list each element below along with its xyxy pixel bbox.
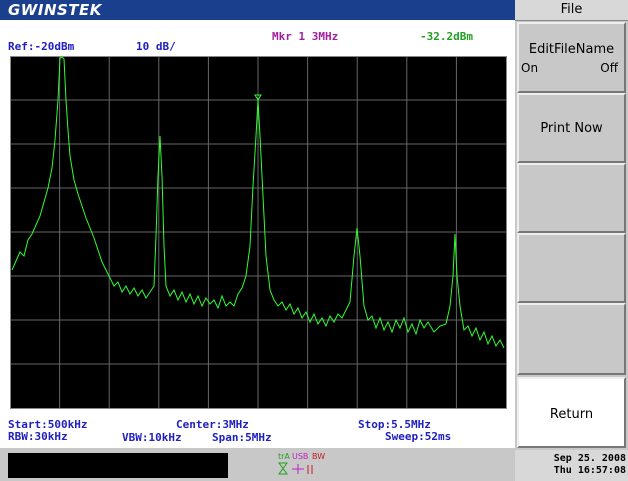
softkey[interactable]: Print Now bbox=[517, 93, 626, 163]
scale: 10 dB/ bbox=[136, 40, 176, 53]
softkey-label: EditFileName bbox=[528, 42, 615, 57]
softkey-empty[interactable] bbox=[517, 233, 626, 303]
trace bbox=[11, 56, 505, 349]
status-glyphs bbox=[278, 462, 313, 475]
softkey-empty[interactable] bbox=[517, 163, 626, 233]
softkey[interactable]: EditFileName On Off bbox=[517, 22, 626, 93]
status-icon: USB bbox=[292, 452, 309, 461]
stop-freq: Stop:5.5MHz bbox=[358, 418, 431, 431]
date: Sep 25. 2008 bbox=[553, 453, 626, 464]
vbw: VBW:10kHz bbox=[122, 431, 182, 444]
logo: GWINSTEK bbox=[8, 1, 102, 19]
menu-title: File bbox=[515, 0, 628, 21]
rbw: RBW:30kHz bbox=[8, 430, 68, 443]
marker-level: -32.2dBm bbox=[420, 30, 473, 43]
datetime: Sep 25. 2008 Thu 16:57:08 bbox=[515, 450, 628, 481]
softkey-label: Return bbox=[549, 407, 594, 422]
status-icon: trA bbox=[278, 452, 290, 461]
span: Span:5MHz bbox=[212, 431, 272, 444]
option-off: Off bbox=[600, 61, 618, 75]
option-on: On bbox=[521, 61, 539, 75]
grid bbox=[10, 56, 507, 409]
message-box bbox=[8, 453, 228, 478]
softkey-label: Print Now bbox=[540, 121, 603, 136]
time: Thu 16:57:08 bbox=[553, 465, 626, 476]
status-icon: BW bbox=[312, 452, 326, 461]
sweep: Sweep:52ms bbox=[385, 430, 452, 443]
marker: Mkr 1 3MHz bbox=[272, 30, 339, 43]
center-freq: Center:3MHz bbox=[176, 418, 249, 431]
trace-display bbox=[10, 56, 507, 409]
softkey[interactable]: Return bbox=[517, 377, 626, 448]
softkey-empty[interactable] bbox=[517, 303, 626, 375]
marker-symbol bbox=[254, 94, 262, 101]
start-freq: Start:500kHz bbox=[8, 418, 88, 431]
ref-level: Ref:-20dBm bbox=[8, 40, 75, 53]
top-bar bbox=[0, 0, 515, 20]
